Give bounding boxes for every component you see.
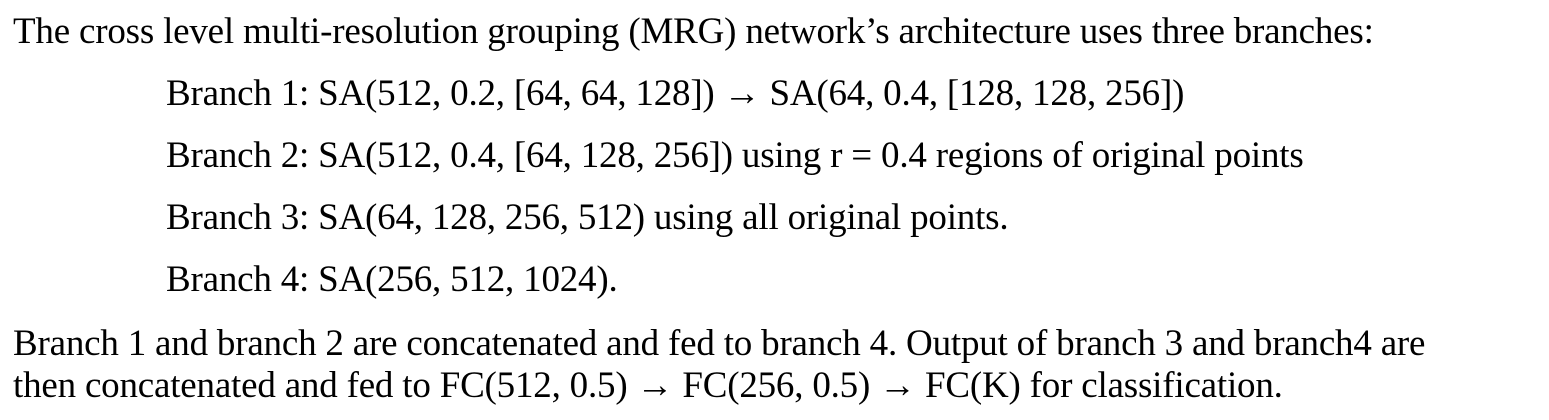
branch-1-label: Branch 1: <box>166 73 319 114</box>
outro-line-2: then concatenated and fed to FC(512, 0.5… <box>13 365 1283 406</box>
branch-2-line: Branch 2: SA(512, 0.4, [64, 128, 256]) u… <box>166 134 1304 178</box>
branch-4-line: Branch 4: SA(256, 512, 1024). <box>166 258 618 302</box>
branch-2-label: Branch 2: <box>166 135 319 176</box>
branch-4-formula: SA(256, 512, 1024). <box>318 259 618 300</box>
branch-3-label: Branch 3: <box>166 197 319 238</box>
branch-2-description: using r = 0.4 regions of original points <box>732 135 1304 176</box>
branch-2-formula: SA(512, 0.4, [64, 128, 256]) <box>318 135 733 176</box>
intro-paragraph: The cross level multi-resolution groupin… <box>13 11 1374 52</box>
branch-1-line: Branch 1: SA(512, 0.2, [64, 64, 128]) → … <box>166 72 1184 116</box>
branch-3-formula: SA(64, 128, 256, 512) <box>318 197 645 238</box>
outro-line-1: Branch 1 and branch 2 are concatenated a… <box>13 323 1426 364</box>
branch-1-formula: SA(512, 0.2, [64, 64, 128]) → SA(64, 0.4… <box>318 73 1185 114</box>
branch-3-description: using all original points. <box>644 197 1009 238</box>
branch-3-line: Branch 3: SA(64, 128, 256, 512) using al… <box>166 196 1009 240</box>
branch-4-label: Branch 4: <box>166 259 319 300</box>
